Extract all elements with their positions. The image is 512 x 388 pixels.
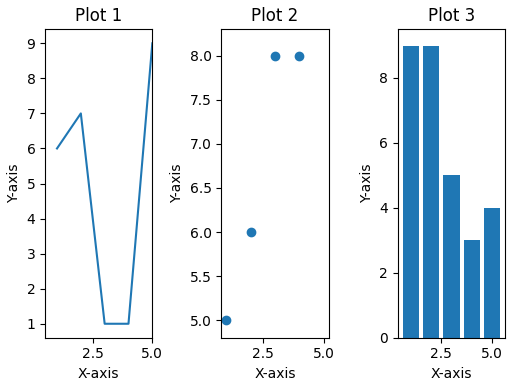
X-axis label: X-axis: X-axis [78,367,119,381]
X-axis label: X-axis: X-axis [431,367,472,381]
Bar [403,45,419,338]
Bar [423,45,439,338]
Title: Plot 1: Plot 1 [75,7,122,25]
Point [222,317,230,323]
Point [295,53,304,59]
Bar [464,240,480,338]
Y-axis label: Y-axis: Y-axis [7,164,21,203]
X-axis label: X-axis: X-axis [254,367,296,381]
Bar [443,175,460,338]
Point [271,53,279,59]
Title: Plot 3: Plot 3 [428,7,475,25]
Point [247,229,255,235]
Y-axis label: Y-axis: Y-axis [170,164,184,203]
Y-axis label: Y-axis: Y-axis [360,164,374,203]
Bar [484,208,500,338]
Title: Plot 2: Plot 2 [251,7,298,25]
